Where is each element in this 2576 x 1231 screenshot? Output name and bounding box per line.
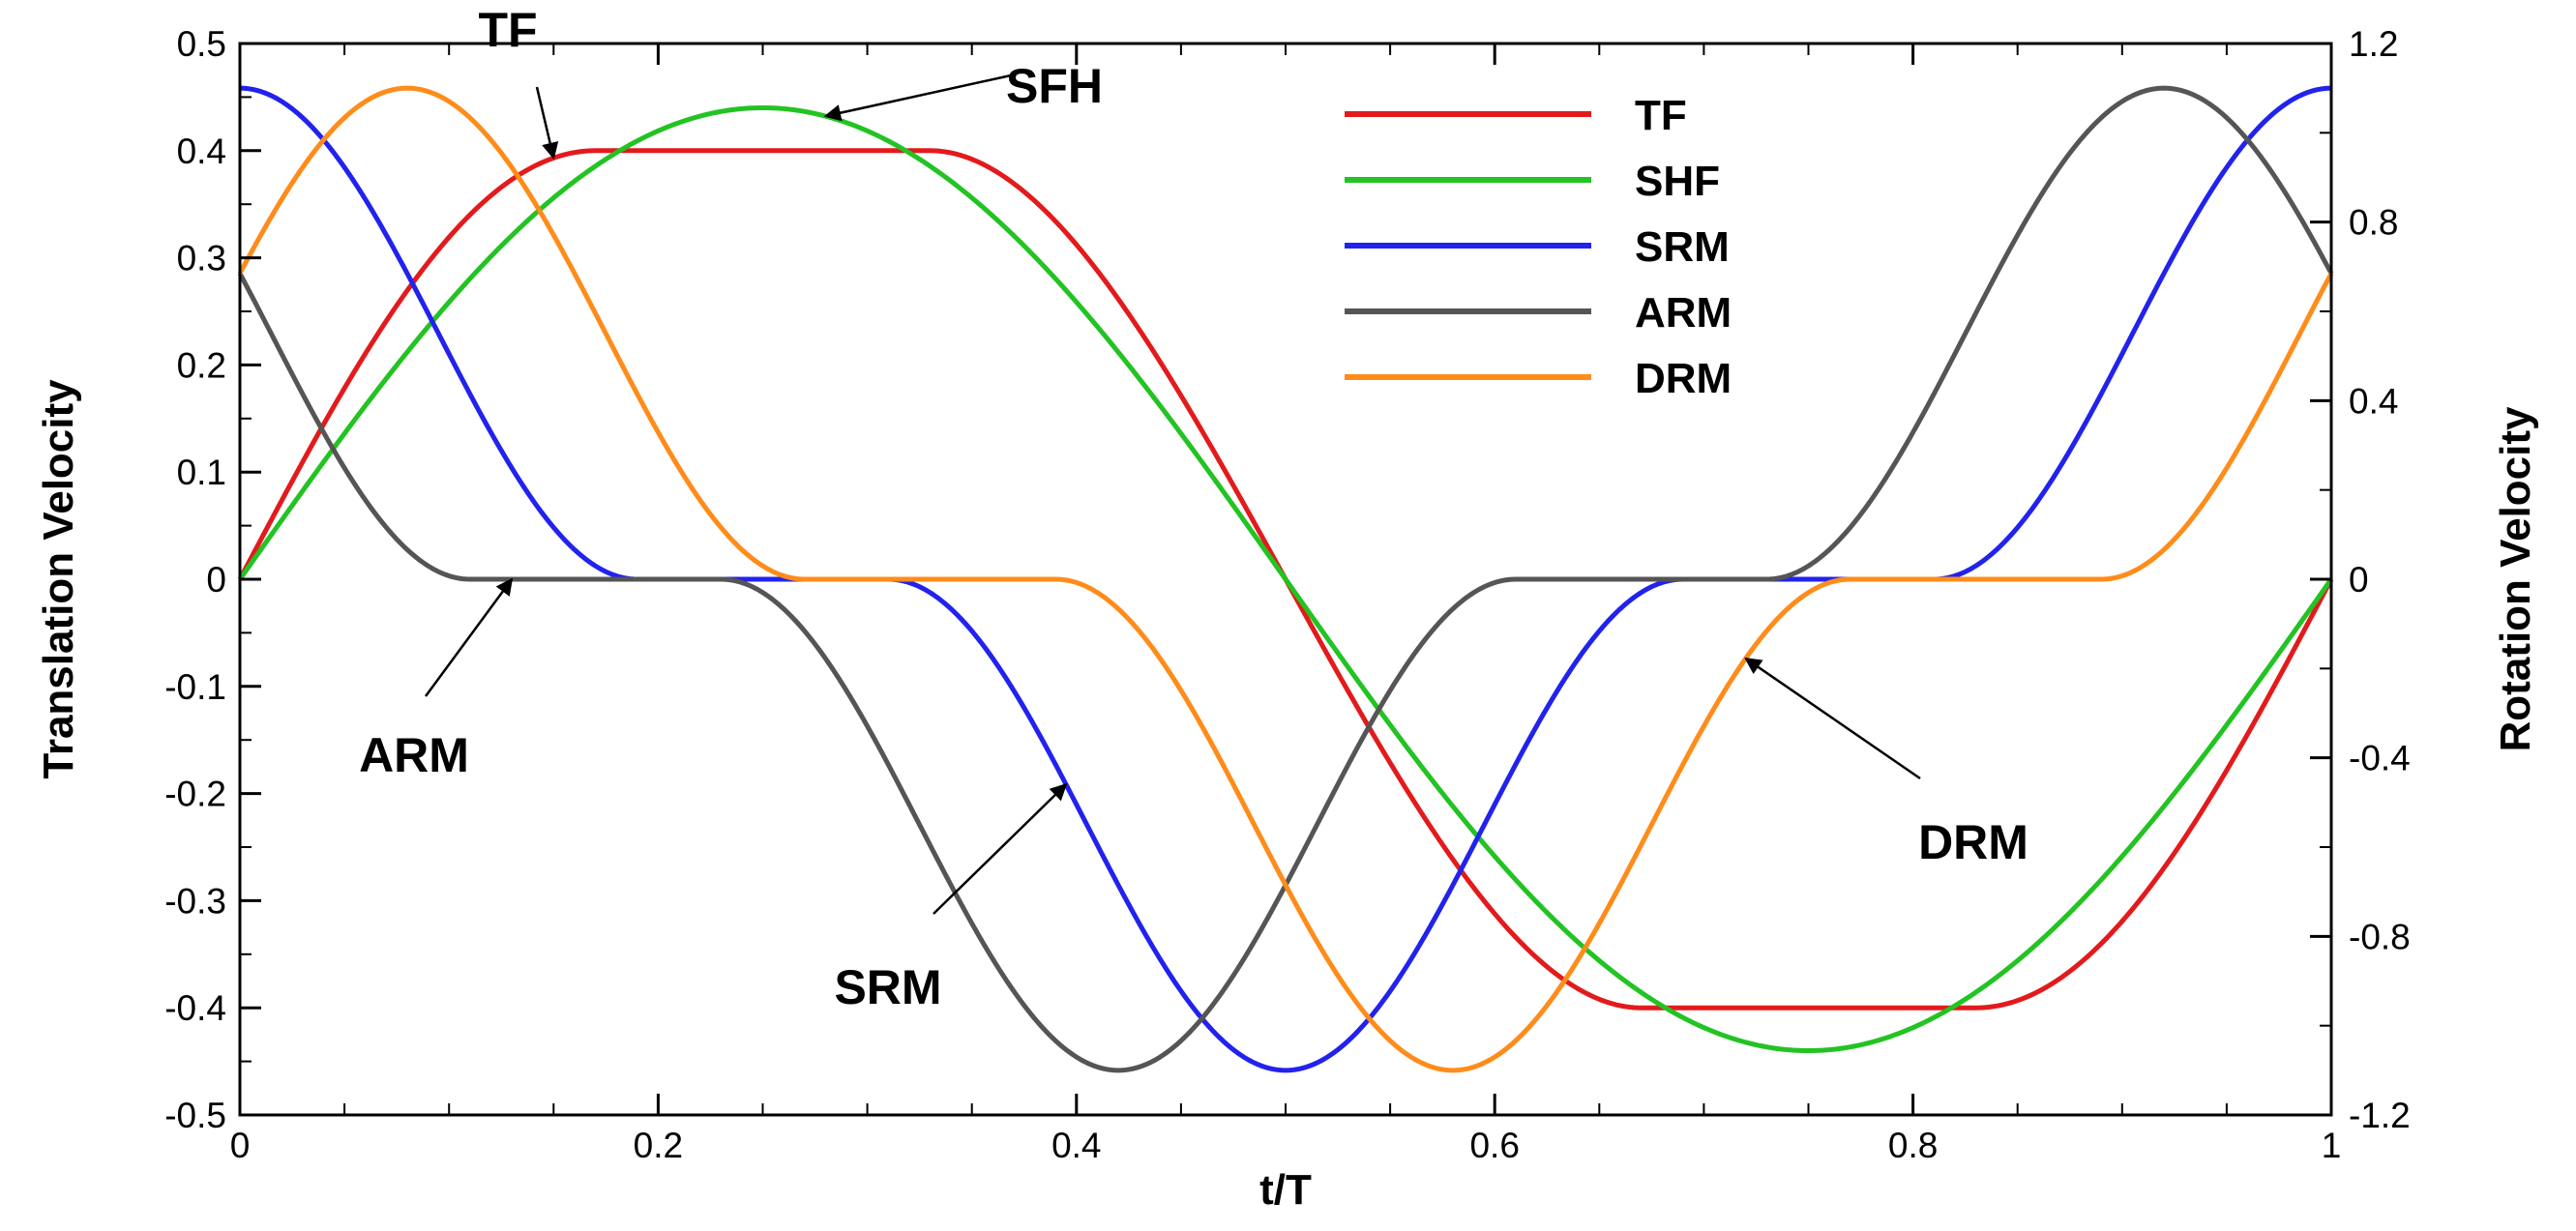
y-tick-label: 0.2 xyxy=(177,345,226,385)
y-tick-label: -0.2 xyxy=(164,775,226,814)
y2-tick-label: 0.4 xyxy=(2349,381,2398,421)
y-tick-label: -0.3 xyxy=(164,881,226,921)
legend-label-srm: SRM xyxy=(1635,223,1730,271)
legend-label-drm: DRM xyxy=(1635,355,1732,402)
y2-axis-title: Rotation Velocity xyxy=(2492,406,2539,751)
annotation-label-drm: DRM xyxy=(1918,815,2028,869)
y2-tick-label: -1.2 xyxy=(2349,1096,2411,1135)
annotation-arrow-tf xyxy=(535,86,559,161)
y2-tick-label: 0 xyxy=(2349,560,2369,600)
y-tick-label: 0.5 xyxy=(177,24,226,64)
y-tick-label: -0.5 xyxy=(164,1096,226,1135)
x-tick-label: 0.8 xyxy=(1888,1126,1938,1165)
series-line-drm xyxy=(237,85,2334,1073)
annotation-label-srm: SRM xyxy=(834,960,941,1014)
series-line-shf xyxy=(237,104,2334,1054)
annotation-arrow-arm xyxy=(424,577,514,697)
y-tick-label: -0.4 xyxy=(164,988,226,1028)
x-axis-title: t/T xyxy=(1259,1166,1312,1214)
annotation-arrow-sfh xyxy=(823,73,1012,122)
y-tick-label: 0 xyxy=(206,560,226,600)
y-tick-label: 0.4 xyxy=(177,132,226,171)
x-tick-label: 0.2 xyxy=(634,1126,683,1165)
series-line-srm xyxy=(239,85,2332,1073)
annotation-label-sfh: SFH xyxy=(1006,59,1103,113)
x-tick-label: 0.6 xyxy=(1469,1126,1519,1165)
annotation-label-arm: ARM xyxy=(359,728,469,782)
y-tick-label: 0.3 xyxy=(177,239,226,278)
y2-tick-label: 1.2 xyxy=(2349,24,2398,64)
annotation-arrow-srm xyxy=(933,782,1068,915)
y2-tick-label: -0.8 xyxy=(2349,917,2411,956)
y2-tick-label: -0.4 xyxy=(2349,739,2411,778)
y2-tick-label: 0.8 xyxy=(2349,203,2398,243)
annotation-arrow-drm xyxy=(1744,657,1921,780)
y-axis-title: Translation Velocity xyxy=(35,379,82,779)
y-tick-label: -0.1 xyxy=(164,667,226,707)
legend-label-shf: SHF xyxy=(1635,158,1720,205)
annotation-label-tf: TF xyxy=(478,3,537,57)
x-tick-label: 0.4 xyxy=(1051,1126,1101,1165)
y-tick-label: 0.1 xyxy=(177,453,226,492)
x-tick-label: 1 xyxy=(2322,1126,2342,1165)
legend-label-tf: TF xyxy=(1635,92,1687,139)
legend-label-arm: ARM xyxy=(1635,289,1732,337)
x-tick-label: 0 xyxy=(230,1126,251,1165)
